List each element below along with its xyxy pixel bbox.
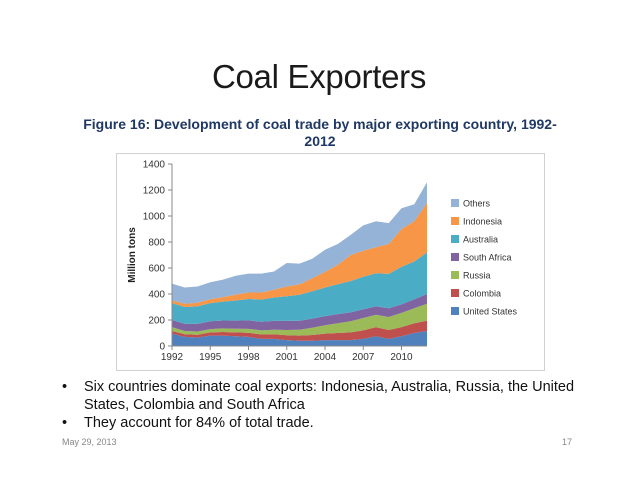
area-series-colombia xyxy=(172,320,427,341)
area-series-russia xyxy=(172,303,427,336)
legend-swatch-russia xyxy=(451,271,459,279)
bullet-list: • Six countries dominate coal exports: I… xyxy=(62,378,582,432)
legend-swatch-united-states xyxy=(451,307,459,315)
legend-label-colombia: Colombia xyxy=(463,289,501,299)
area-series-south-africa xyxy=(172,294,427,332)
x-tick-label: 2001 xyxy=(276,352,299,363)
area-series-united-states xyxy=(172,331,427,346)
legend-swatch-indonesia xyxy=(451,217,459,225)
bullet-item: • They account for 84% of total trade. xyxy=(62,414,582,432)
legend-label-australia: Australia xyxy=(463,235,498,245)
legend-label-indonesia: Indonesia xyxy=(463,217,502,227)
y-tick-label: 400 xyxy=(148,290,165,301)
x-tick-label: 1998 xyxy=(237,352,260,363)
figure-title: Figure 16: Development of coal trade by … xyxy=(83,116,557,149)
legend-label-russia: Russia xyxy=(463,271,491,281)
y-tick-label: 800 xyxy=(148,238,165,249)
slide-title: Coal Exporters xyxy=(211,58,427,95)
legend-swatch-south-africa xyxy=(451,253,459,261)
bullet-marker: • xyxy=(62,379,68,395)
x-tick-label: 2007 xyxy=(352,352,375,363)
legend-swatch-colombia xyxy=(451,289,459,297)
area-series-others xyxy=(172,182,427,304)
bullet-text: They account for 84% of total trade. xyxy=(84,415,314,431)
y-tick-label: 1400 xyxy=(143,160,166,171)
area-series-australia xyxy=(172,252,427,324)
y-tick-label: 0 xyxy=(159,342,165,353)
legend-label-others: Others xyxy=(463,199,491,209)
area-series-indonesia xyxy=(172,203,427,307)
stacked-area-chart: 0 200 400 600 800 1000 1200 1400 1992 1995 1998 200… xyxy=(127,160,518,364)
legend-label-south-africa: South Africa xyxy=(463,253,512,263)
y-axis-title: Million tons xyxy=(127,227,138,283)
y-tick-label: 600 xyxy=(148,264,165,275)
y-tick-label: 200 xyxy=(148,316,165,327)
x-tick-label: 2010 xyxy=(390,352,413,363)
legend-swatch-australia xyxy=(451,235,459,243)
bullet-text: Six countries dominate coal exports: Ind… xyxy=(84,379,575,413)
page-number: 17 xyxy=(562,437,573,447)
x-tick-label: 2004 xyxy=(314,352,337,363)
bullet-marker: • xyxy=(62,415,68,431)
y-tick-label: 1200 xyxy=(143,186,166,197)
chart-panel: 0 200 400 600 800 1000 1200 1400 1992 1995 1998 200… xyxy=(116,153,545,371)
legend-swatch-others xyxy=(451,199,459,207)
footer-date: May 29, 2013 xyxy=(62,437,117,447)
x-tick-label: 1995 xyxy=(199,352,222,363)
y-tick-label: 1000 xyxy=(143,212,166,223)
x-tick-label: 1992 xyxy=(161,352,184,363)
bullet-item: • Six countries dominate coal exports: I… xyxy=(62,378,582,414)
legend-label-united-states: United States xyxy=(463,307,518,317)
